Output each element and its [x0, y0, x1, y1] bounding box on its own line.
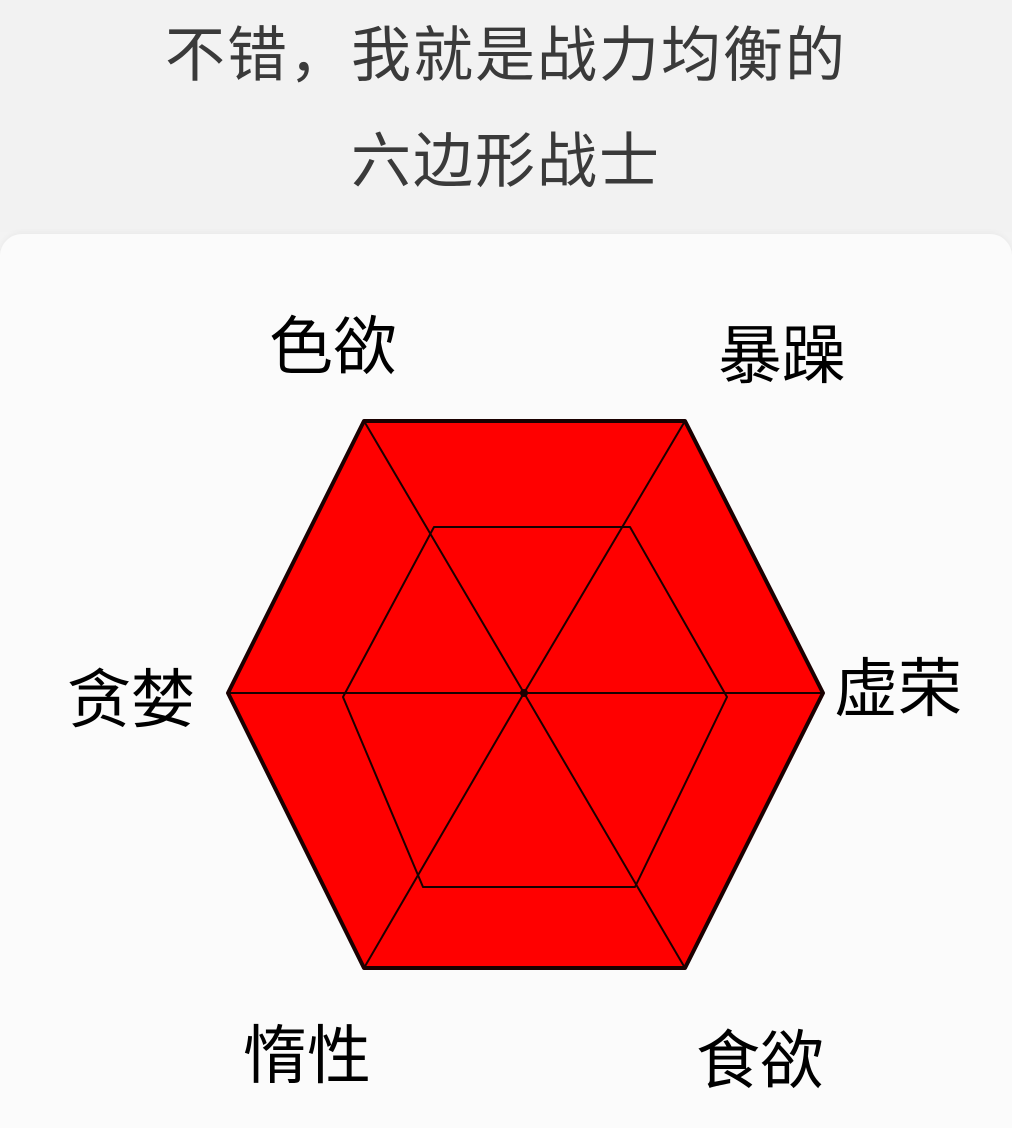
radar-spoke-lust	[363, 420, 525, 694]
axis-label-vanity: 虚荣	[834, 653, 962, 727]
axis-label-lust: 色欲	[269, 311, 397, 385]
caption-line-1: 不错，我就是战力均衡的	[165, 21, 847, 91]
radar-spoke-laziness	[363, 692, 525, 969]
radar-spoke-appetite	[523, 692, 686, 969]
radar-center-point	[520, 689, 528, 697]
caption-area: 不错，我就是战力均衡的 六边形战士	[0, 0, 1012, 232]
radar-spoke-anger	[523, 420, 686, 694]
axis-label-greed: 贪婪	[67, 664, 195, 738]
caption-line-2: 六边形战士	[351, 127, 661, 197]
axis-label-anger: 暴躁	[718, 320, 846, 394]
radar-inner-ring	[342, 526, 728, 888]
axis-label-laziness: 惰性	[243, 1020, 371, 1094]
axis-label-appetite: 食欲	[696, 1025, 824, 1099]
